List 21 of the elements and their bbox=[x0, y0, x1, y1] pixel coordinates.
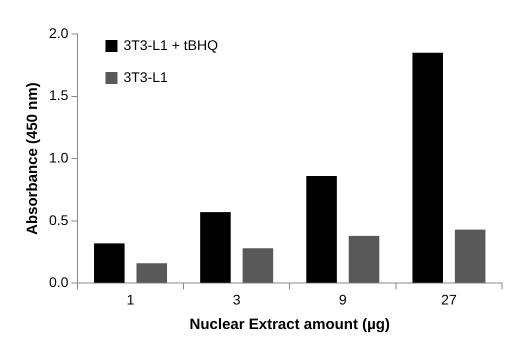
x-tick-label: 27 bbox=[441, 291, 457, 308]
x-tick-label: 3 bbox=[232, 291, 241, 308]
y-axis-title: Absorbance (450 nm) bbox=[24, 82, 42, 235]
y-tick-label: 1.0 bbox=[48, 149, 69, 166]
y-tick-label: 2.0 bbox=[48, 24, 69, 41]
bar bbox=[242, 248, 274, 283]
x-tick-label: 1 bbox=[126, 291, 135, 308]
bar bbox=[136, 263, 168, 283]
bar bbox=[348, 236, 380, 283]
bar bbox=[454, 230, 486, 283]
y-tick-label: 0.0 bbox=[48, 274, 69, 290]
legend-label: 3T3-L1 + tBHQ bbox=[123, 36, 218, 53]
x-axis-title: Nuclear Extract amount (µg) bbox=[190, 316, 390, 334]
bar bbox=[412, 52, 443, 283]
legend-label: 3T3-L1 bbox=[123, 68, 168, 85]
bar bbox=[200, 212, 231, 283]
bar bbox=[94, 243, 125, 283]
y-tick-label: 1.5 bbox=[48, 87, 69, 104]
y-tick-label: 0.5 bbox=[48, 212, 69, 228]
bar bbox=[306, 176, 337, 283]
x-tick-label: 9 bbox=[338, 291, 347, 308]
